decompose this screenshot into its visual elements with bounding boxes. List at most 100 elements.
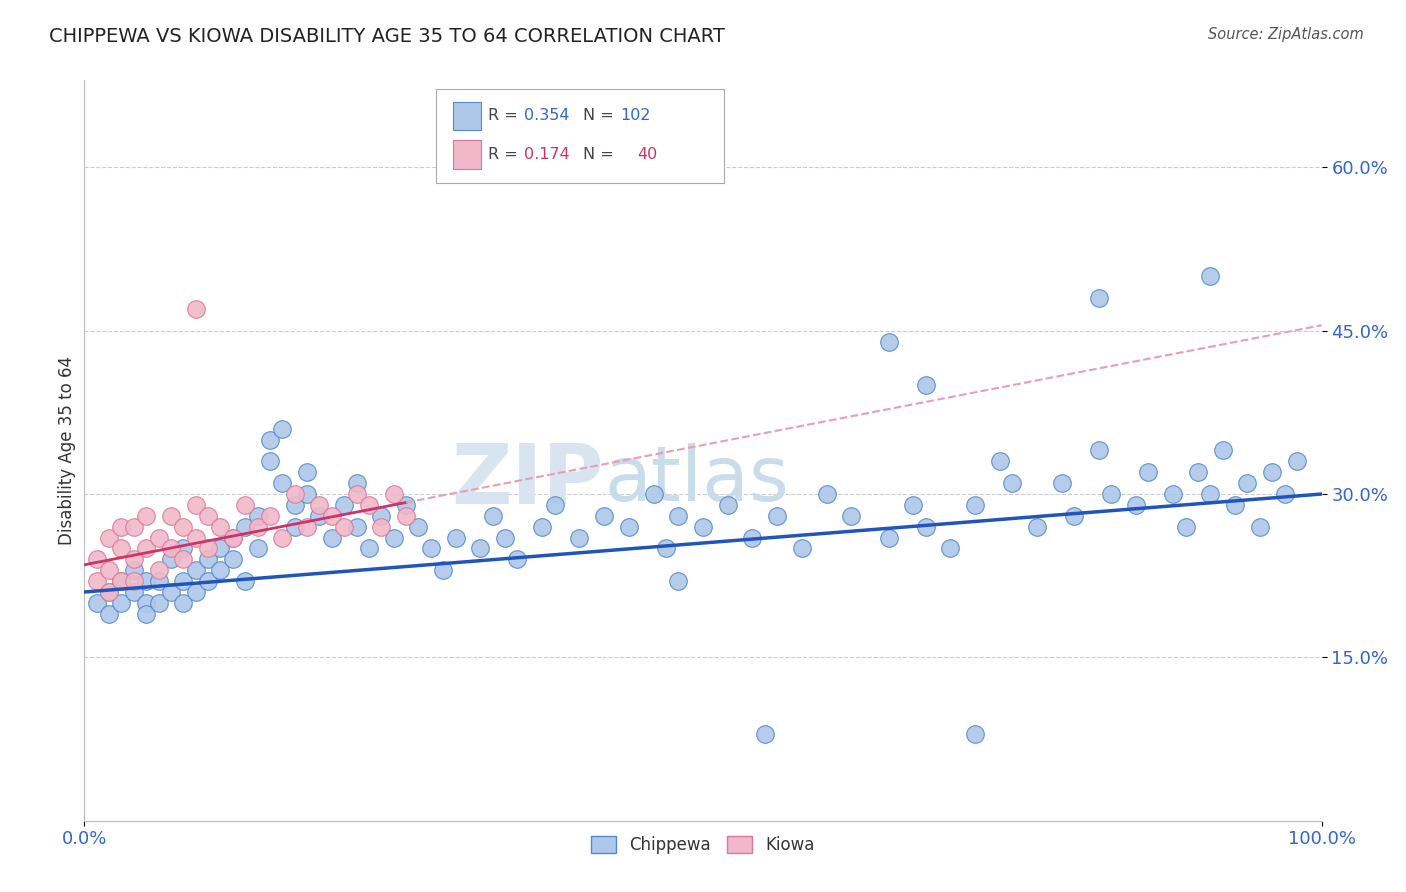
Point — [148, 596, 170, 610]
Point — [184, 531, 207, 545]
Point — [259, 454, 281, 468]
Point — [122, 552, 145, 566]
Point — [617, 519, 640, 533]
Text: ZIP: ZIP — [451, 440, 605, 521]
Point — [197, 541, 219, 556]
Point — [1161, 487, 1184, 501]
Point — [295, 519, 318, 533]
Point — [135, 541, 157, 556]
Point — [1001, 476, 1024, 491]
Text: N =: N = — [583, 147, 620, 161]
Text: R =: R = — [488, 147, 523, 161]
Point — [1088, 443, 1111, 458]
Point — [98, 531, 121, 545]
Point — [184, 301, 207, 316]
Point — [135, 508, 157, 523]
Point — [259, 508, 281, 523]
Point — [209, 541, 232, 556]
Point — [593, 508, 616, 523]
Point — [1285, 454, 1308, 468]
Point — [841, 508, 863, 523]
Point — [666, 574, 689, 588]
Point — [110, 541, 132, 556]
Point — [692, 519, 714, 533]
Point — [766, 508, 789, 523]
Point — [914, 378, 936, 392]
Point — [346, 519, 368, 533]
Point — [122, 585, 145, 599]
Point — [321, 531, 343, 545]
Point — [370, 519, 392, 533]
Point — [110, 596, 132, 610]
Point — [308, 508, 330, 523]
Point — [197, 574, 219, 588]
Point — [222, 552, 245, 566]
Point — [172, 519, 194, 533]
Point — [815, 487, 838, 501]
Point — [148, 563, 170, 577]
Point — [86, 552, 108, 566]
Text: 40: 40 — [637, 147, 657, 161]
Point — [370, 508, 392, 523]
Point — [877, 334, 900, 349]
Point — [160, 508, 183, 523]
Point — [172, 596, 194, 610]
Point — [246, 541, 269, 556]
Point — [432, 563, 454, 577]
Point — [1063, 508, 1085, 523]
Point — [271, 476, 294, 491]
Point — [86, 596, 108, 610]
Point — [271, 531, 294, 545]
Point — [741, 531, 763, 545]
Point — [568, 531, 591, 545]
Point — [357, 498, 380, 512]
Point — [481, 508, 503, 523]
Text: atlas: atlas — [605, 443, 789, 517]
Point — [754, 726, 776, 740]
Point — [1223, 498, 1246, 512]
Point — [172, 574, 194, 588]
Point — [790, 541, 813, 556]
Point — [295, 487, 318, 501]
Point — [271, 422, 294, 436]
Point — [903, 498, 925, 512]
Point — [666, 508, 689, 523]
Point — [357, 541, 380, 556]
Point — [914, 519, 936, 533]
Point — [184, 563, 207, 577]
Text: N =: N = — [583, 109, 620, 123]
Point — [1137, 465, 1160, 479]
Point — [1088, 291, 1111, 305]
Y-axis label: Disability Age 35 to 64: Disability Age 35 to 64 — [58, 356, 76, 545]
Point — [135, 607, 157, 621]
Point — [135, 596, 157, 610]
Point — [1099, 487, 1122, 501]
Point — [543, 498, 565, 512]
Point — [988, 454, 1011, 468]
Point — [1125, 498, 1147, 512]
Point — [692, 138, 714, 153]
Point — [531, 519, 554, 533]
Point — [284, 498, 307, 512]
Point — [321, 508, 343, 523]
Point — [1236, 476, 1258, 491]
Point — [160, 541, 183, 556]
Point — [86, 574, 108, 588]
Point — [382, 487, 405, 501]
Point — [395, 508, 418, 523]
Point — [1249, 519, 1271, 533]
Point — [184, 498, 207, 512]
Point — [1026, 519, 1049, 533]
Point — [284, 487, 307, 501]
Point — [197, 552, 219, 566]
Point — [172, 541, 194, 556]
Point — [209, 563, 232, 577]
Point — [246, 508, 269, 523]
Point — [494, 531, 516, 545]
Text: Source: ZipAtlas.com: Source: ZipAtlas.com — [1208, 27, 1364, 42]
Point — [172, 552, 194, 566]
Point — [1212, 443, 1234, 458]
Point — [470, 541, 492, 556]
Text: 102: 102 — [620, 109, 651, 123]
Point — [395, 498, 418, 512]
